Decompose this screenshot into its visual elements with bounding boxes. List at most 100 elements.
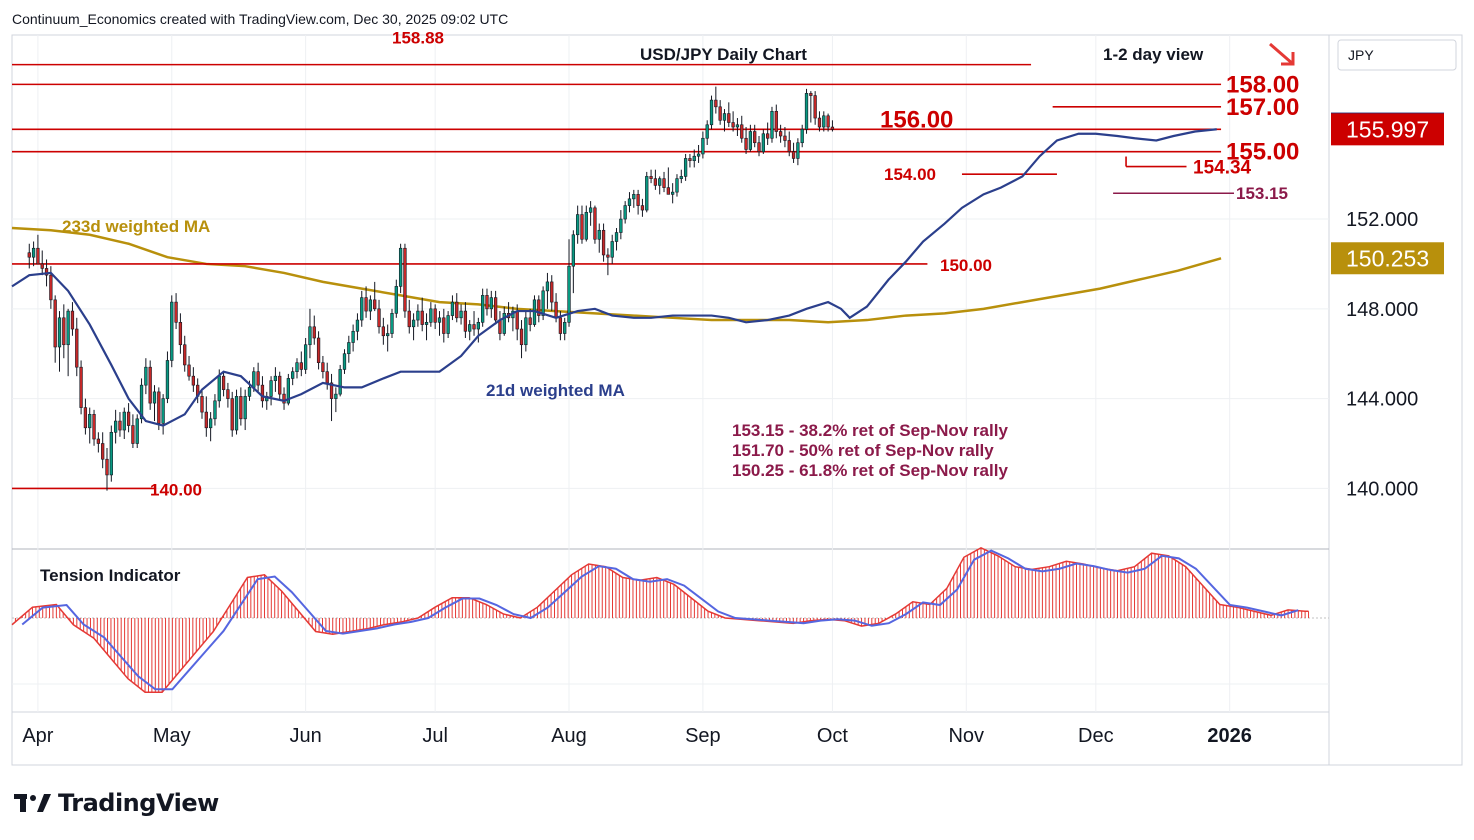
retracement-note: 150.25 - 61.8% ret of Sep-Nov rally [732, 461, 1008, 480]
candle-body [571, 234, 575, 267]
candle-body [299, 362, 303, 370]
candle-body [213, 400, 217, 420]
candle-body [178, 322, 183, 346]
y-tick-label: 152.000 [1346, 209, 1418, 231]
candle-body [200, 396, 204, 413]
candle-body [653, 178, 658, 186]
candle-body [429, 308, 433, 323]
candle-body [804, 93, 809, 130]
x-tick-label: Aug [551, 725, 587, 747]
candle-body [722, 113, 727, 121]
candle-body [92, 414, 96, 440]
candle-body [696, 153, 701, 157]
level-label: 157.00 [1226, 94, 1299, 121]
candle-body [325, 371, 329, 384]
candle-body [817, 117, 822, 128]
candle-body [563, 322, 567, 334]
candle-body [303, 344, 308, 370]
tradingview-logo[interactable]: TradingView [14, 789, 219, 817]
price-badge [1331, 242, 1444, 275]
level-label: 150.00 [940, 256, 992, 275]
ma21-line [11, 128, 1217, 427]
candle-body [554, 301, 558, 319]
candle-body [757, 142, 761, 153]
candle-body [355, 319, 360, 332]
candle-body [796, 142, 800, 159]
candle-body [135, 418, 139, 444]
x-tick-label: Dec [1078, 725, 1114, 747]
price-badge-label: 155.997 [1346, 116, 1429, 142]
candle-body [351, 330, 355, 343]
candle-body [761, 133, 765, 153]
candle-body [126, 411, 131, 426]
candle-body [403, 247, 407, 312]
candle-body [593, 207, 597, 240]
candle-body [53, 299, 57, 348]
candle-body [813, 95, 817, 119]
candle-body [688, 158, 692, 161]
x-tick-label: Nov [948, 725, 984, 747]
candle-body [683, 158, 688, 177]
candle-body [75, 328, 79, 368]
candle-body [433, 308, 437, 323]
tradingview-wordmark: TradingView [58, 789, 219, 817]
candle-body [701, 137, 705, 155]
candle-body [442, 317, 446, 334]
candle-body [122, 411, 126, 431]
level-label: 154.34 [1193, 158, 1252, 179]
candle-body [753, 131, 757, 144]
candle-body [329, 382, 334, 399]
price-badge [1331, 113, 1444, 146]
candle-body [139, 384, 144, 420]
candle-body [783, 135, 787, 141]
chart-title: USD/JPY Daily Chart [640, 45, 807, 64]
x-tick-label: May [153, 725, 191, 747]
candle-body [727, 113, 731, 123]
candle-body [221, 375, 226, 390]
candle-body [390, 313, 394, 334]
candle-body [485, 295, 489, 310]
candle-body [619, 218, 623, 233]
candle-body [183, 344, 187, 366]
candle-body [148, 366, 152, 404]
level-label: 154.00 [884, 165, 936, 184]
candle-body [36, 247, 40, 265]
candle-body [735, 124, 740, 128]
ma233-label: 233d weighted MA [62, 217, 210, 236]
candle-body [420, 310, 424, 325]
candle-body [105, 458, 109, 476]
tradingview-icon [14, 794, 51, 812]
candle-body [748, 131, 753, 150]
currency-box[interactable] [1337, 39, 1457, 71]
candle-body [718, 106, 722, 121]
level-label: 158.88 [392, 29, 444, 48]
candle-body [515, 310, 519, 330]
candle-body [662, 178, 666, 188]
candle-body [308, 326, 312, 346]
candle-body [161, 398, 165, 424]
candle-body [623, 205, 627, 220]
candle-body [459, 310, 463, 319]
candle-body [692, 155, 696, 161]
candle-body [567, 265, 571, 323]
candle-body [675, 178, 679, 193]
candle-body [545, 281, 550, 292]
candle-body [714, 99, 718, 108]
candle-body [247, 387, 252, 397]
candle-body [191, 375, 195, 386]
candle-body [472, 324, 476, 330]
candle-body [381, 326, 385, 337]
candle-body [576, 214, 580, 236]
candle-body [787, 140, 791, 153]
candle-body [398, 247, 403, 287]
candle-body [558, 317, 563, 334]
candle-body [31, 247, 36, 258]
retracement-note: 151.70 - 50% ret of Sep-Nov rally [732, 441, 994, 460]
candle-body [368, 299, 373, 312]
candle-body [416, 310, 420, 321]
candle-body [679, 176, 683, 179]
candle-body [208, 418, 213, 429]
y-tick-label: 140.000 [1346, 478, 1418, 500]
tension-indicator-label: Tension Indicator [40, 566, 181, 585]
